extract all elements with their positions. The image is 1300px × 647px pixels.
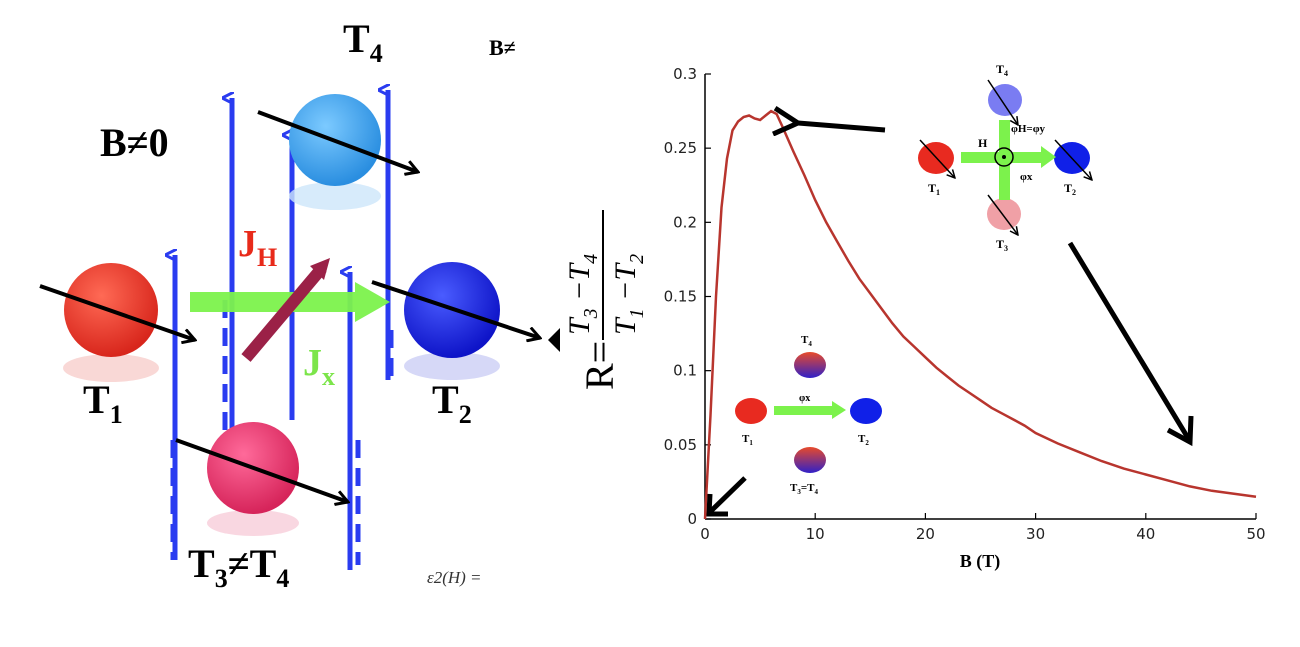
x-tick-label: 50 — [1246, 525, 1265, 543]
x-tick-label: 40 — [1136, 525, 1155, 543]
y-tick-label: 0.15 — [664, 288, 697, 306]
inset-top-v-bar — [999, 120, 1010, 200]
formula-denominator: T1 −T2 — [609, 254, 648, 335]
inset-top-label-phi-x: φx — [1020, 171, 1033, 183]
left-diagram: T4 B≠ B≠0 JH Jx T1 T2 T3≠T4 ε2(H) = — [39, 16, 560, 593]
inset-top-h-arrowhead — [1041, 146, 1056, 168]
inset-top-spin-arrow — [987, 194, 1018, 235]
inset-top-label-t3: T3 — [996, 237, 1008, 253]
inset-top-spin-arrow — [1054, 139, 1092, 180]
label-t4: T4 — [343, 16, 383, 68]
inset-bottom-label-t3-eq-t4: T3=T4 — [790, 482, 818, 496]
label-jh: JH — [238, 223, 277, 272]
inset-bottom-t3-dot — [794, 447, 826, 473]
y-tick-label: 0.3 — [673, 65, 697, 83]
inset-top-label-t2: T2 — [1064, 181, 1076, 197]
inset-bottom-label-t1: T1 — [742, 433, 753, 447]
inset-bottom-label-t2: T2 — [858, 433, 869, 447]
x-axis-label: B (T) — [960, 551, 1001, 572]
y-tick-label: 0.25 — [664, 139, 697, 157]
y-tick-label: 0.05 — [664, 436, 697, 454]
spin-arrow — [257, 110, 418, 172]
inset-top-spin-arrow — [919, 139, 955, 178]
inset-bottom-phi-arrowhead — [832, 401, 846, 419]
peak-arrow — [798, 123, 886, 130]
arrow-tip-mark — [548, 328, 560, 352]
label-t3-ne-t4: T3≠T4 — [188, 541, 289, 593]
label-jx: Jx — [303, 342, 335, 391]
x-tick-label: 0 — [700, 525, 710, 543]
spin-arrow — [371, 280, 540, 338]
x-tick-label: 20 — [916, 525, 935, 543]
inset-top-out-of-plane-icon — [994, 147, 1014, 167]
label-t1: T1 — [83, 377, 123, 429]
inset-bottom: T4 T1 T2 T3=T4 φx — [735, 334, 882, 496]
jh-arrowhead — [310, 258, 330, 280]
y-ticks: 0 0.05 0.1 0.15 0.2 0.25 0.3 — [664, 65, 711, 528]
inset-bottom-label-phi-x: φx — [799, 393, 810, 404]
spin-arrows — [39, 110, 540, 502]
inset-bottom-phi-bar — [774, 406, 832, 415]
current-arrows — [175, 90, 391, 570]
inset-bottom-t2-dot — [850, 398, 882, 424]
caption-fragment: ε2(H) = — [427, 568, 482, 587]
y-tick-label: 0.2 — [673, 213, 697, 231]
y-tick-label: 0.1 — [673, 362, 697, 380]
origin-arrow — [709, 476, 747, 513]
inset-top-dot-icon — [1002, 155, 1006, 159]
ratio-formula: R= T3 −T4 T1 −T2 — [563, 210, 648, 390]
inset-top-label-t1: T1 — [928, 181, 940, 197]
inset-top-label-t4: T4 — [996, 62, 1008, 78]
inset-top-label-phi-h: φH=φy — [1011, 123, 1046, 135]
dashed-current-lines — [170, 300, 394, 565]
label-b-ne-0: B≠0 — [100, 120, 169, 165]
spin-arrow — [39, 284, 195, 340]
origin-arrowhead — [706, 493, 728, 517]
x-tick-label: 10 — [806, 525, 825, 543]
inset-top-spin-arrow — [987, 79, 1018, 125]
inset-top: T4 T1 T2 T3 H φH=φy φx — [918, 62, 1092, 253]
inset-bottom-t4-dot — [794, 352, 826, 378]
inset-top-label-h: H — [978, 136, 988, 150]
spin-arrow — [175, 438, 348, 502]
series-line — [703, 109, 1257, 520]
inset-bottom-label-t4: T4 — [801, 334, 812, 348]
tail-arrow — [1067, 241, 1191, 440]
x-ticks: 0 10 20 30 40 50 — [700, 513, 1266, 543]
inset-top-t3-dot — [987, 198, 1021, 230]
line-chart: 0 10 20 30 40 50 0 0.05 0.1 0.15 0.2 0.25 0.3 B (T) — [664, 65, 1266, 572]
formula-numerator: T3 −T4 — [563, 254, 602, 335]
annotation-arrows — [706, 123, 1194, 517]
jh-arrow — [241, 264, 327, 362]
y-tick-label: 0 — [687, 510, 697, 528]
formula-lhs: R= — [577, 341, 622, 390]
x-tick-label: 30 — [1026, 525, 1045, 543]
label-t2: T2 — [432, 377, 472, 429]
label-b-ne-corner: B≠ — [489, 35, 516, 60]
tail-arrowhead — [1166, 415, 1194, 447]
inset-bottom-t1-dot — [735, 398, 767, 424]
